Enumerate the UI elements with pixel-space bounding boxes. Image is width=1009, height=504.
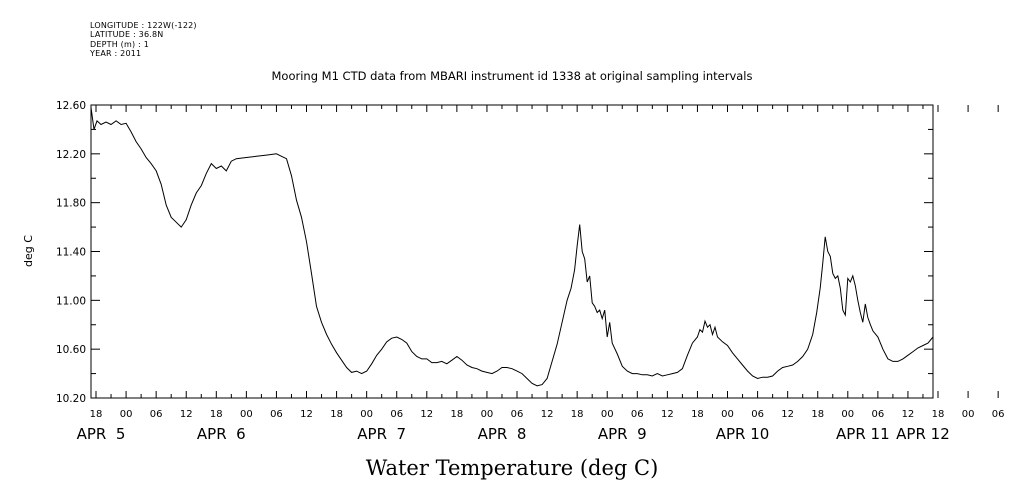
y-tick-label: 12.20: [56, 149, 86, 161]
x-hour-label: 00: [240, 409, 253, 420]
x-hour-label: 06: [511, 409, 524, 420]
x-hour-label: 18: [932, 409, 945, 420]
x-hour-label: 12: [781, 409, 794, 420]
x-hour-label: 12: [541, 409, 554, 420]
x-hour-label: 06: [150, 409, 163, 420]
x-day-label: APR 7: [357, 425, 406, 443]
y-tick-label: 12.60: [56, 100, 86, 112]
latitude-label: LATITUDE : 36.8N: [90, 30, 164, 40]
x-hour-label: 18: [90, 409, 103, 420]
x-hour-label: 18: [451, 409, 464, 420]
temperature-series-line: [90, 107, 934, 387]
x-hour-label: 06: [390, 409, 403, 420]
x-hour-label: 06: [872, 409, 885, 420]
x-hour-label: 18: [210, 409, 223, 420]
depth-label: DEPTH (m) : 1: [90, 39, 149, 49]
x-day-label: APR 6: [197, 425, 246, 443]
x-axis-label: Water Temperature (deg C): [366, 456, 659, 480]
x-hour-label: 12: [180, 409, 193, 420]
y-tick-label: 10.60: [56, 344, 86, 356]
chart-title: Mooring M1 CTD data from MBARI instrumen…: [272, 69, 753, 83]
year-label: YEAR : 2011: [90, 49, 142, 59]
x-day-label: APR 9: [598, 425, 647, 443]
x-hour-label: 06: [270, 409, 283, 420]
y-axis-label: deg C: [22, 235, 35, 267]
x-hour-label: 12: [902, 409, 915, 420]
x-day-label: APR 5: [77, 425, 126, 443]
x-hour-label: 00: [120, 409, 133, 420]
metadata-block: LONGITUDE : 122W(-122) LATITUDE : 36.8N …: [90, 21, 197, 59]
x-hour-label: 18: [330, 409, 343, 420]
y-tick-label: 11.40: [56, 247, 86, 259]
longitude-label: LONGITUDE : 122W(-122): [90, 21, 197, 30]
x-axis: 18 00 06 12 18 00 06 12 18 00 06 12 18 00 06 12 18 00 06 12…: [77, 105, 1005, 443]
x-hour-label: 18: [691, 409, 704, 420]
x-hour-label: 06: [751, 409, 764, 420]
x-hour-label: 06: [631, 409, 644, 420]
x-hour-label: 12: [661, 409, 674, 420]
x-hour-label: 18: [811, 409, 824, 420]
y-axis: 10.20 10.60 11.00 11.40 11.80 12.20 12.60: [56, 100, 933, 405]
x-day-label: APR 12: [896, 425, 950, 443]
x-hour-label: 00: [360, 409, 373, 420]
x-hour-label: 06: [992, 409, 1005, 420]
y-tick-label: 11.00: [56, 295, 86, 307]
x-hour-label: 00: [841, 409, 854, 420]
x-day-label: APR 8: [478, 425, 527, 443]
plot-frame: [90, 104, 934, 399]
x-hour-label: 00: [721, 409, 734, 420]
y-tick-label: 11.80: [56, 198, 86, 210]
x-hour-label: 18: [571, 409, 584, 420]
x-hour-label: 00: [962, 409, 975, 420]
x-hour-label: 00: [481, 409, 494, 420]
x-hour-label: 12: [420, 409, 433, 420]
x-day-label: APR 11: [836, 425, 890, 443]
y-tick-label: 10.20: [56, 393, 86, 405]
x-day-label: APR 10: [716, 425, 770, 443]
x-hour-label: 12: [300, 409, 313, 420]
x-hour-label: 00: [601, 409, 614, 420]
